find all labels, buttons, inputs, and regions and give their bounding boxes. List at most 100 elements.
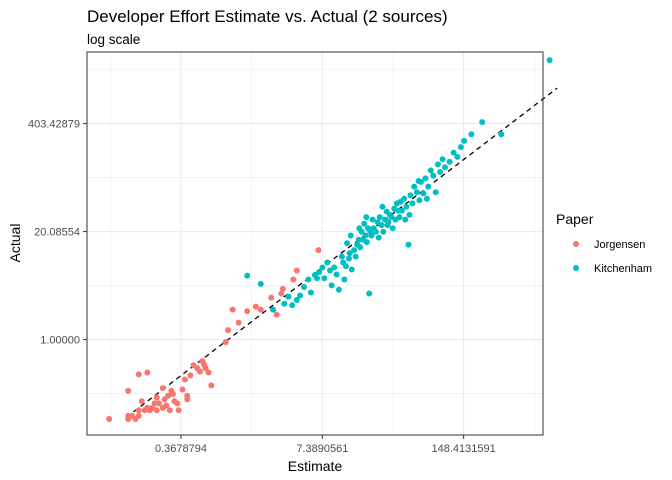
point-jorgensen — [144, 369, 151, 376]
point-jorgensen — [205, 369, 212, 376]
point-kitchenham — [384, 222, 391, 229]
point-kitchenham — [327, 267, 334, 274]
point-jorgensen — [159, 385, 166, 392]
point-kitchenham — [333, 271, 340, 278]
point-jorgensen — [196, 368, 203, 375]
point-jorgensen — [155, 400, 162, 407]
point-kitchenham — [411, 183, 418, 190]
point-kitchenham — [328, 282, 335, 289]
point-kitchenham — [446, 158, 453, 165]
point-kitchenham — [420, 190, 427, 197]
point-kitchenham — [395, 207, 402, 214]
point-kitchenham — [439, 156, 446, 163]
point-kitchenham — [285, 293, 292, 300]
point-kitchenham — [244, 272, 251, 279]
point-kitchenham — [457, 144, 464, 151]
point-kitchenham — [372, 228, 379, 235]
legend-title: Paper — [556, 211, 594, 227]
point-kitchenham — [305, 276, 312, 283]
point-jorgensen — [135, 407, 142, 414]
point-jorgensen — [202, 365, 209, 372]
point-kitchenham — [351, 247, 358, 254]
point-kitchenham — [293, 297, 300, 304]
point-kitchenham — [362, 232, 369, 239]
point-kitchenham — [415, 177, 422, 184]
point-jorgensen — [149, 404, 156, 411]
panel-border — [86, 51, 544, 436]
point-kitchenham — [409, 200, 416, 207]
point-jorgensen — [165, 392, 172, 399]
point-kitchenham — [380, 228, 387, 235]
point-jorgensen — [273, 311, 280, 318]
point-jorgensen — [293, 267, 300, 274]
point-kitchenham — [352, 253, 359, 260]
panel-background — [87, 52, 543, 435]
legend-key-kitchenham — [573, 265, 579, 271]
point-jorgensen — [166, 407, 173, 414]
point-kitchenham — [423, 195, 430, 202]
plot-panel — [86, 51, 558, 436]
point-jorgensen — [163, 402, 170, 409]
point-kitchenham — [331, 264, 338, 271]
point-jorgensen — [181, 376, 188, 383]
point-kitchenham — [403, 203, 410, 210]
point-kitchenham — [454, 153, 461, 160]
point-jorgensen — [257, 306, 264, 313]
point-kitchenham — [307, 289, 314, 296]
point-kitchenham — [432, 189, 439, 196]
chart-subtitle: log scale — [87, 32, 140, 47]
point-kitchenham — [345, 255, 352, 262]
point-kitchenham — [344, 240, 351, 247]
point-kitchenham — [316, 269, 323, 276]
x-tick-label: 7.3890561 — [296, 443, 348, 455]
point-kitchenham — [346, 250, 353, 257]
point-kitchenham — [416, 197, 423, 204]
point-kitchenham — [396, 214, 403, 221]
point-kitchenham — [389, 225, 396, 232]
point-kitchenham — [319, 264, 326, 271]
point-jorgensen — [278, 290, 285, 297]
y-axis-title: Actual — [7, 224, 23, 263]
point-kitchenham — [397, 198, 404, 205]
point-kitchenham — [348, 266, 355, 273]
point-jorgensen — [175, 407, 182, 414]
point-kitchenham — [341, 276, 348, 283]
point-jorgensen — [153, 407, 160, 414]
point-kitchenham — [342, 263, 349, 270]
point-jorgensen — [125, 387, 132, 394]
point-jorgensen — [153, 394, 160, 401]
reference-identity-line — [133, 87, 558, 413]
point-kitchenham — [289, 302, 296, 309]
point-jorgensen — [290, 276, 297, 283]
point-jorgensen — [315, 247, 322, 254]
point-jorgensen — [252, 303, 259, 310]
point-jorgensen — [179, 386, 186, 393]
point-kitchenham — [361, 220, 368, 227]
point-kitchenham — [427, 167, 434, 174]
point-kitchenham — [335, 286, 342, 293]
legend-items: Jorgensen Kitchenham — [573, 239, 652, 275]
point-jorgensen — [187, 372, 194, 379]
point-jorgensen — [208, 382, 215, 389]
point-kitchenham — [338, 253, 345, 260]
point-kitchenham — [355, 236, 362, 243]
point-kitchenham — [434, 161, 441, 168]
point-jorgensen — [184, 392, 191, 399]
y-tick-label: 403.42879 — [28, 119, 80, 131]
point-kitchenham — [442, 164, 449, 171]
point-jorgensen — [222, 339, 229, 346]
point-kitchenham — [546, 57, 553, 64]
legend: Paper Jorgensen Kitchenham — [556, 211, 652, 275]
point-jorgensen — [279, 285, 286, 292]
point-jorgensen — [235, 319, 242, 326]
data-points — [106, 57, 553, 422]
point-kitchenham — [422, 175, 429, 182]
point-kitchenham — [297, 292, 304, 299]
legend-label-jorgensen: Jorgensen — [594, 239, 645, 251]
x-tick-label: 148.4131591 — [432, 443, 496, 455]
point-kitchenham — [479, 119, 486, 126]
point-kitchenham — [347, 232, 354, 239]
point-jorgensen — [229, 306, 236, 313]
point-jorgensen — [244, 308, 251, 315]
